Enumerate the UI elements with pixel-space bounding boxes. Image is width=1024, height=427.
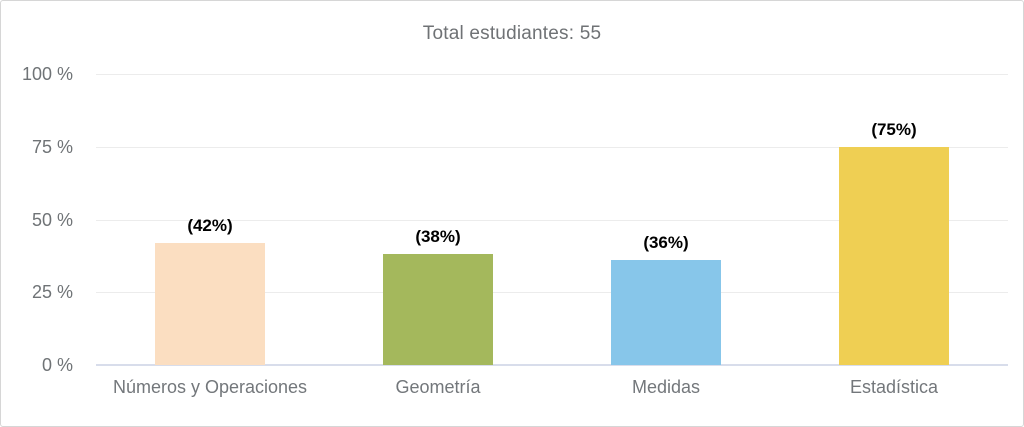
gridline (96, 146, 1008, 148)
bar-geometria (383, 254, 493, 365)
x-axis-category-label-estadistica: Estadística (849, 377, 939, 397)
bar-value-label-estadistica: (75%) (871, 119, 917, 139)
bar-value-label-geometria: (38%) (415, 227, 461, 247)
x-axis-category-label-geometria: Geometría (395, 377, 481, 397)
bar-numeros-y-operaciones (155, 242, 265, 365)
bar-value-label-medidas: (36%) (643, 233, 689, 253)
gridline (96, 219, 1008, 221)
x-axis-baseline (96, 364, 1008, 366)
bar-estadistica (839, 146, 949, 365)
y-axis-tick-label: 25 % (31, 282, 73, 303)
plot-area (96, 74, 1008, 366)
bar-medidas (611, 260, 721, 365)
bar-value-label-numeros-y-operaciones: (42%) (187, 215, 233, 235)
y-axis-tick-label: 0 % (41, 355, 73, 375)
x-axis-category-label-numeros-y-operaciones: Números y Operaciones (112, 377, 308, 397)
gridline (96, 74, 1008, 75)
chart-title: Total estudiantes: 55 (422, 23, 602, 44)
y-axis-tick-label: 50 % (31, 209, 73, 230)
x-axis-category-label-medidas: Medidas (631, 377, 701, 397)
y-axis-tick-label: 75 % (31, 136, 73, 157)
y-axis-tick-label: 100 % (21, 64, 73, 84)
gridline (96, 292, 1008, 294)
